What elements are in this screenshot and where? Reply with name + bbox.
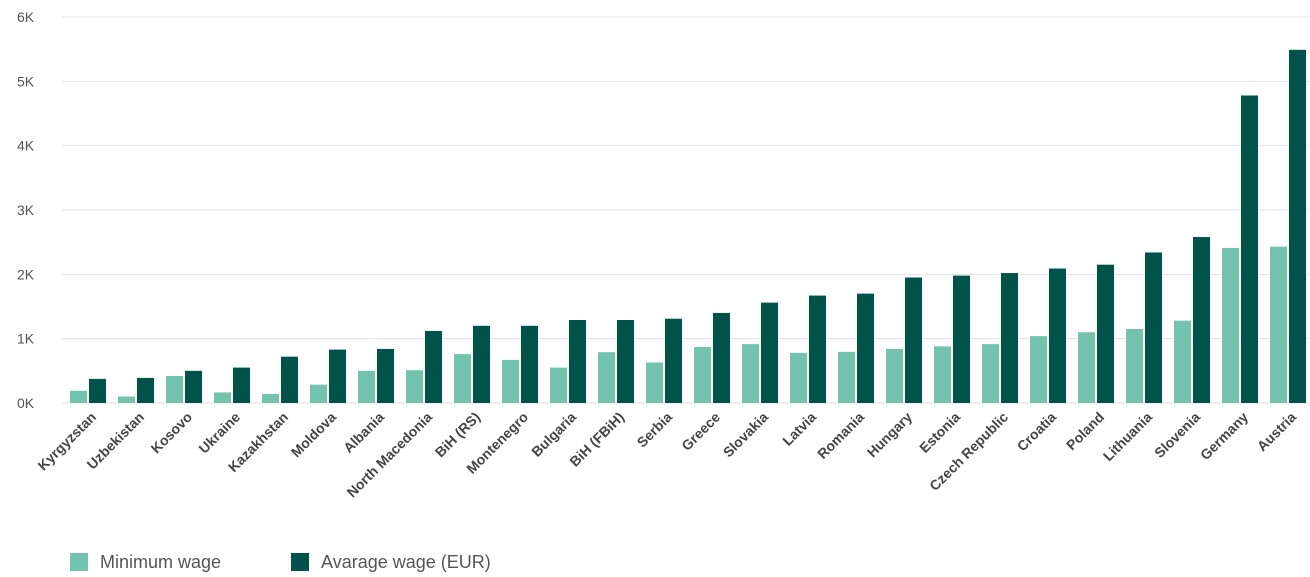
x-tick-label-ukraine: Ukraine (195, 409, 243, 457)
y-tick-label: 2K (17, 266, 35, 282)
y-tick-label: 1K (17, 331, 35, 347)
bar-minimum-germany[interactable] (1222, 247, 1239, 403)
bar-average-montenegro[interactable] (521, 325, 538, 403)
bar-minimum-serbia[interactable] (646, 362, 663, 403)
bar-average-lithuania[interactable] (1145, 252, 1162, 403)
bar-minimum-croatia[interactable] (1030, 336, 1047, 403)
x-tick-label-austria: Austria (1254, 409, 1300, 455)
bar-average-hungary[interactable] (905, 277, 922, 403)
bar-minimum-moldova[interactable] (310, 384, 327, 403)
bar-minimum-lithuania[interactable] (1126, 329, 1143, 403)
bar-average-slovenia[interactable] (1193, 237, 1210, 403)
y-axis-ticks: 0K 1K 2K 3K 4K 5K 6K (17, 9, 35, 411)
x-tick-label-germany: Germany (1197, 409, 1251, 463)
legend-item-minimum-wage[interactable]: Minimum wage (70, 552, 221, 573)
bar-average-bih-rs[interactable] (473, 325, 490, 403)
legend-item-average-wage[interactable]: Avarage wage (EUR) (291, 552, 491, 573)
bar-minimum-bih-fbih[interactable] (598, 352, 615, 403)
bar-average-moldova[interactable] (329, 349, 346, 403)
legend: Minimum wage Avarage wage (EUR) (70, 550, 561, 574)
x-tick-label-hungary: Hungary (864, 409, 916, 461)
bar-minimum-kyrgyzstan[interactable] (70, 390, 87, 403)
x-tick-label-north-macedonia: North Macedonia (343, 409, 435, 501)
bar-average-slovakia[interactable] (761, 302, 778, 403)
bar-average-bih-fbih[interactable] (617, 320, 634, 403)
legend-swatch-minimum-wage (70, 553, 88, 571)
bar-average-albania[interactable] (377, 348, 394, 403)
bar-minimum-romania[interactable] (838, 351, 855, 403)
bar-minimum-poland[interactable] (1078, 332, 1095, 403)
legend-label-average-wage: Avarage wage (EUR) (321, 551, 491, 572)
bars (70, 49, 1306, 404)
bar-minimum-czech-republic[interactable] (982, 344, 999, 403)
bar-average-germany[interactable] (1241, 95, 1258, 403)
x-tick-label-estonia: Estonia (916, 409, 963, 456)
y-tick-label: 4K (17, 138, 35, 154)
bar-average-kosovo[interactable] (185, 370, 202, 403)
bar-average-greece[interactable] (713, 312, 730, 403)
bar-minimum-slovenia[interactable] (1174, 320, 1191, 403)
bar-average-bulgaria[interactable] (569, 320, 586, 403)
bar-minimum-estonia[interactable] (934, 346, 951, 403)
bar-average-north-macedonia[interactable] (425, 330, 442, 403)
bar-minimum-ukraine[interactable] (214, 392, 231, 403)
x-tick-label-greece: Greece (678, 409, 723, 454)
bar-average-austria[interactable] (1289, 49, 1306, 404)
bar-average-czech-republic[interactable] (1001, 273, 1018, 403)
x-tick-label-moldova: Moldova (288, 409, 340, 461)
bar-minimum-uzbekistan[interactable] (118, 396, 135, 403)
x-tick-label-latvia: Latvia (779, 409, 819, 449)
legend-label-minimum-wage: Minimum wage (100, 551, 222, 572)
bar-minimum-kosovo[interactable] (166, 375, 183, 403)
bar-minimum-albania[interactable] (358, 370, 375, 403)
bar-minimum-kazakhstan[interactable] (262, 393, 279, 403)
bar-minimum-greece[interactable] (694, 347, 711, 403)
bar-minimum-latvia[interactable] (790, 352, 807, 403)
y-tick-label: 0K (17, 395, 35, 411)
bar-average-uzbekistan[interactable] (137, 377, 154, 403)
legend-swatch-average-wage (291, 553, 310, 571)
bar-minimum-north-macedonia[interactable] (406, 370, 423, 403)
x-tick-label-lithuania: Lithuania (1100, 409, 1155, 464)
bar-minimum-bih-rs[interactable] (454, 354, 471, 403)
x-tick-label-poland: Poland (1063, 409, 1107, 453)
bar-average-latvia[interactable] (809, 295, 826, 403)
bar-minimum-austria[interactable] (1270, 246, 1287, 403)
x-tick-label-slovenia: Slovenia (1151, 409, 1203, 461)
bar-minimum-hungary[interactable] (886, 348, 903, 403)
y-tick-label: 3K (17, 202, 35, 218)
bar-minimum-slovakia[interactable] (742, 344, 759, 403)
y-tick-label: 6K (17, 9, 35, 25)
x-tick-label-kosovo: Kosovo (148, 409, 196, 457)
x-tick-label-serbia: Serbia (634, 409, 676, 451)
bar-average-kyrgyzstan[interactable] (89, 378, 106, 403)
bar-average-serbia[interactable] (665, 318, 682, 403)
x-tick-label-albania: Albania (340, 409, 387, 456)
bar-average-poland[interactable] (1097, 264, 1114, 403)
bar-minimum-bulgaria[interactable] (550, 367, 567, 403)
bar-minimum-montenegro[interactable] (502, 359, 519, 403)
bar-average-romania[interactable] (857, 293, 874, 403)
x-tick-label-croatia: Croatia (1014, 409, 1060, 455)
bar-average-ukraine[interactable] (233, 367, 250, 403)
bar-average-kazakhstan[interactable] (281, 356, 298, 403)
bar-average-estonia[interactable] (953, 275, 970, 403)
y-tick-label: 5K (17, 73, 35, 89)
x-tick-label-slovakia: Slovakia (720, 409, 772, 461)
grid-lines (62, 16, 1310, 404)
bar-average-croatia[interactable] (1049, 268, 1066, 403)
x-tick-label-romania: Romania (814, 409, 867, 462)
